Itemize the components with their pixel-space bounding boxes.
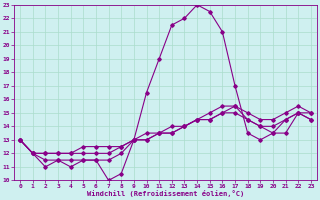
X-axis label: Windchill (Refroidissement éolien,°C): Windchill (Refroidissement éolien,°C)	[87, 190, 244, 197]
